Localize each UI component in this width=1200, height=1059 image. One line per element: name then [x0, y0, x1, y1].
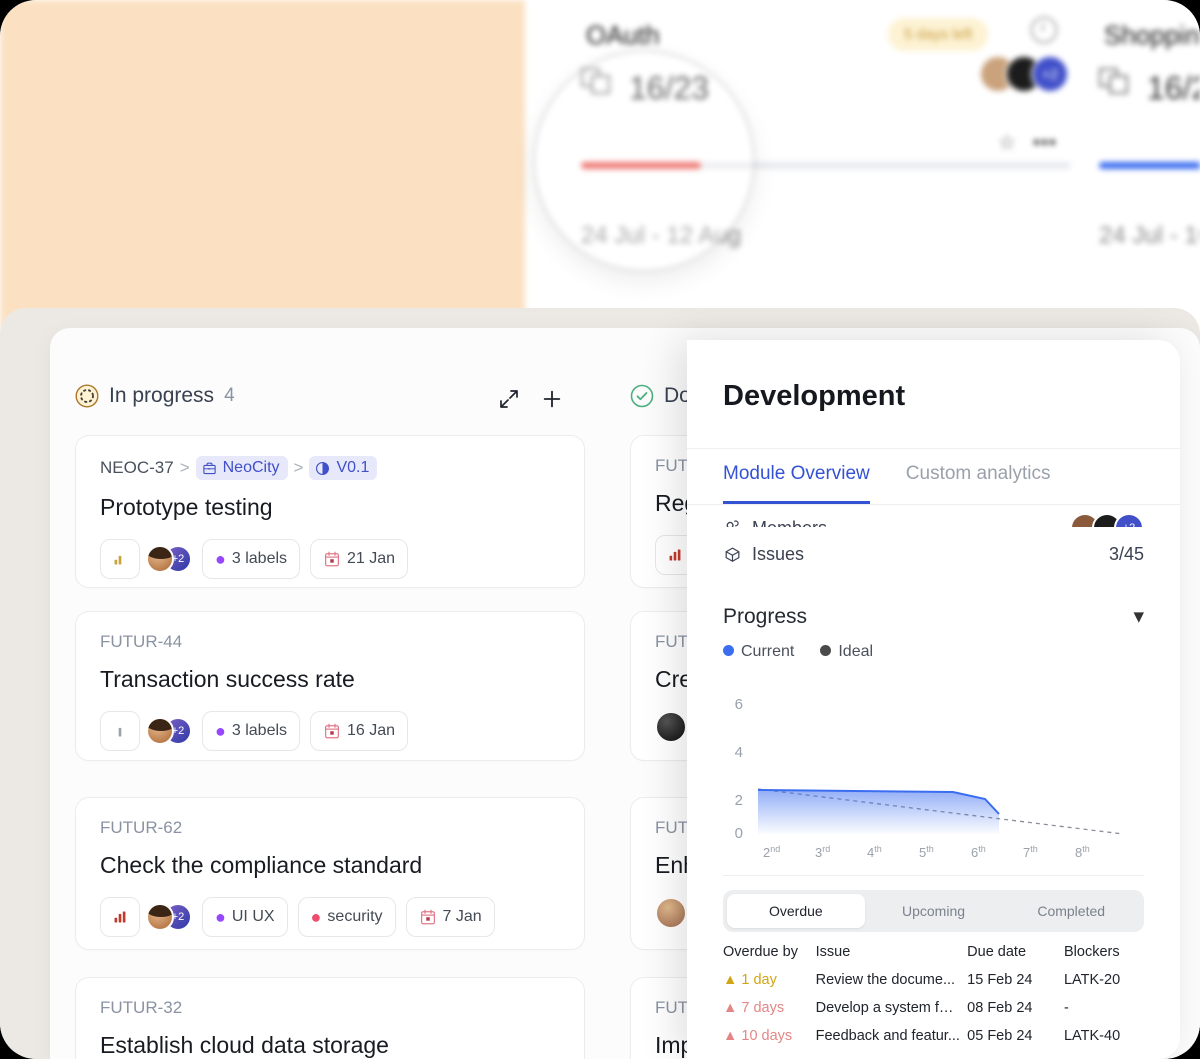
svg-text:4th: 4th: [867, 844, 882, 860]
svg-text:2: 2: [735, 792, 743, 809]
svg-text:3rd: 3rd: [815, 844, 830, 860]
svg-text:0: 0: [735, 825, 743, 842]
svg-text:6th: 6th: [971, 844, 986, 860]
svg-text:8th: 8th: [1075, 844, 1090, 860]
svg-text:6: 6: [735, 696, 743, 713]
svg-text:2nd: 2nd: [763, 844, 780, 860]
svg-text:5th: 5th: [919, 844, 934, 860]
svg-text:7th: 7th: [1023, 844, 1038, 860]
svg-text:4: 4: [735, 744, 743, 761]
